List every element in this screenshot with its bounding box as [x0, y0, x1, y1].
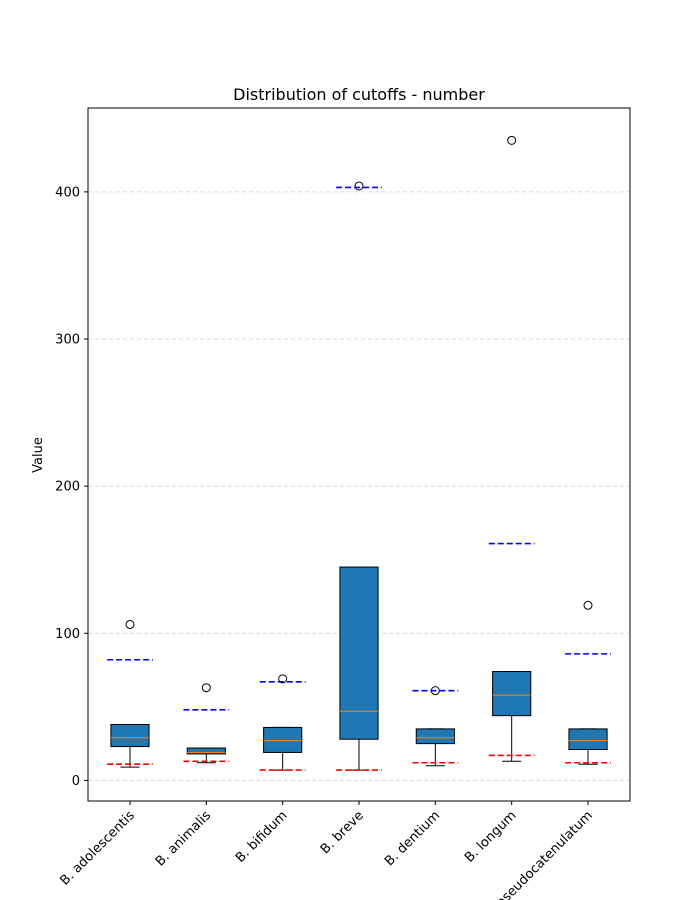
y-axis: 0 100 200 300 400: [55, 185, 88, 789]
chart-title: Distribution of cutoffs - number: [233, 85, 485, 104]
outlier-point: [125, 619, 135, 629]
y-axis-label: Value: [31, 437, 46, 473]
box-group: [336, 181, 382, 771]
outlier-point: [583, 600, 593, 610]
box-group: [565, 600, 611, 765]
iqr-box: [339, 566, 379, 740]
iqr-box: [415, 728, 455, 745]
x-tick-label: B. adolescentis: [57, 808, 137, 888]
box-group: [259, 674, 306, 771]
iqr-box: [110, 723, 150, 748]
x-tick-label: B. dentium: [382, 808, 443, 869]
box-group: [107, 619, 153, 768]
plot-marks: [107, 135, 611, 771]
iqr-box: [492, 671, 532, 717]
y-tick-label: 0: [72, 774, 80, 789]
x-tick-label: B. animalis: [153, 808, 214, 869]
outlier-point: [507, 135, 517, 145]
outlier-point: [201, 683, 211, 693]
iqr-box: [186, 747, 226, 755]
y-tick-label: 400: [55, 185, 80, 200]
iqr-box: [568, 728, 608, 751]
iqr-box: [263, 726, 303, 753]
box-group: [488, 135, 535, 762]
box-group: [183, 683, 230, 764]
x-axis: B. adolescentis B. animalis B. bifidum B. b…: [57, 801, 596, 900]
outlier-point: [278, 674, 288, 684]
box-group: [412, 686, 459, 767]
grid-lines: [88, 191, 630, 781]
y-tick-label: 100: [55, 627, 80, 642]
outlier-point: [354, 181, 364, 191]
y-tick-label: 200: [55, 480, 80, 495]
y-tick-label: 300: [55, 333, 80, 348]
x-tick-label: B. bifidum: [233, 808, 291, 866]
x-tick-label: B. breve: [318, 808, 367, 857]
x-tick-label: B. longum: [462, 808, 519, 865]
outlier-point: [430, 686, 440, 696]
